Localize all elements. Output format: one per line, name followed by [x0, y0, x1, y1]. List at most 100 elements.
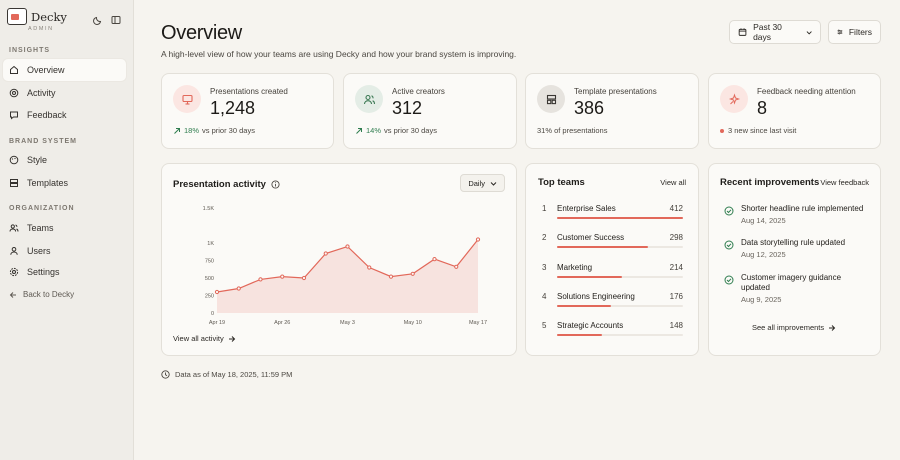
team-name: Enterprise Sales [557, 204, 616, 213]
team-name: Solutions Engineering [557, 291, 635, 301]
sidebar-item-label: Teams [27, 223, 54, 233]
chart-point [475, 237, 481, 242]
sidebar-item-label: Settings [27, 267, 60, 277]
team-row[interactable]: 1 Enterprise Sales 412 [537, 204, 683, 228]
chart-point [454, 264, 459, 269]
filter-icon [837, 29, 843, 35]
team-rank: 1 [542, 204, 547, 213]
sidebar-item-label: Templates [27, 178, 69, 188]
team-row[interactable]: 3 Marketing 214 [537, 263, 683, 287]
stat-card-presentations: Presentations created 1,248 18% vs prior… [161, 73, 334, 149]
footer-note-text: Data as of May 18, 2025, 11:59 PM [175, 370, 293, 379]
stat-change-value: 18% [184, 126, 200, 135]
stat-label: Template presentations [574, 87, 657, 96]
brand-subtitle: ADMIN [28, 26, 54, 32]
stat-card-creators: Active creators 312 14% vs prior 30 days [343, 73, 517, 149]
team-bar-track [557, 334, 683, 337]
date-range-label: Past 30 days [753, 22, 782, 42]
stat-note: 3 new since last visit [720, 126, 796, 135]
improvement-item[interactable]: Data storytelling rule updated Aug 12, 2… [724, 238, 874, 259]
team-name: Strategic Accounts [557, 321, 624, 331]
sidebar-item-settings[interactable]: Settings [3, 261, 126, 283]
team-bar [557, 275, 623, 278]
activity-title-wrap: Presentation activity [173, 179, 280, 190]
y-tick-label: 0 [211, 311, 214, 317]
filters-button[interactable]: Filters [828, 20, 881, 44]
activity-chart: 1.5K 1K 750 500 250 0 Apr 19 Apr 26 May 3 May 10 M… [203, 206, 487, 326]
clock-icon [161, 370, 170, 379]
y-tick-label: 250 [205, 294, 214, 300]
y-tick-label: 1K [207, 241, 214, 247]
section-label-brand-system: BRAND SYSTEM [9, 138, 78, 145]
sidebar-item-templates[interactable]: Templates [3, 172, 126, 194]
team-bar [557, 217, 683, 219]
improvement-item[interactable]: Shorter headline rule implemented Aug 14… [724, 204, 874, 225]
sidebar-item-users[interactable]: Users [3, 240, 126, 262]
top-teams-card: Top teams View all 1 Enterprise Sales 412 2… [525, 163, 699, 356]
team-bar-track [557, 275, 683, 278]
team-bar [557, 246, 649, 249]
view-feedback-link[interactable]: View feedback [820, 178, 869, 187]
chevron-down-icon [806, 30, 812, 35]
home-icon [10, 65, 18, 74]
sidebar-toggle-icon[interactable] [110, 14, 121, 25]
calendar-icon [738, 28, 747, 36]
view-all-activity-link[interactable]: View all activity [173, 334, 236, 343]
y-tick-label: 1.5K [203, 206, 215, 212]
sidebar-item-label: Users [27, 246, 51, 256]
stat-card-templates: Template presentations 386 31% of presen… [525, 73, 699, 149]
improvement-date: Aug 14, 2025 [741, 216, 786, 225]
sidebar-item-feedback[interactable]: Feedback [3, 104, 126, 126]
chart-point [323, 251, 328, 256]
sidebar-item-style[interactable]: Style [3, 149, 126, 171]
decky-logo-icon [7, 8, 27, 25]
back-to-decky-link[interactable]: Back to Decky [9, 290, 74, 299]
team-value: 298 [669, 233, 683, 243]
team-value: 214 [669, 262, 683, 272]
improvement-title: Customer imagery guidance updated [741, 273, 842, 292]
chart-point [301, 275, 307, 281]
section-label-organization: ORGANIZATION [9, 205, 75, 212]
data-freshness-note: Data as of May 18, 2025, 11:59 PM [161, 370, 292, 379]
trend-up-icon: 14% [355, 126, 381, 135]
stat-value: 8 [757, 98, 768, 118]
view-all-teams-link[interactable]: View all [660, 178, 686, 187]
check-circle-icon [724, 240, 734, 250]
alert-dot-icon [720, 128, 724, 133]
sidebar-item-activity[interactable]: Activity [3, 82, 126, 104]
granularity-select[interactable]: Daily [460, 174, 505, 192]
improvement-item[interactable]: Customer imagery guidance updated Aug 9,… [724, 273, 864, 304]
layout-icon [537, 85, 565, 113]
y-tick-label: 500 [205, 276, 214, 282]
check-circle-icon [724, 206, 734, 216]
team-row[interactable]: 4 Solutions Engineering 176 [537, 292, 683, 316]
info-icon[interactable] [271, 180, 280, 189]
sidebar: Decky ADMIN INSIGHTS Overview Activity F… [0, 0, 134, 460]
team-bar [557, 304, 611, 307]
stat-card-feedback: Feedback needing attention 8 3 new since… [708, 73, 881, 149]
sidebar-item-label: Activity [27, 88, 56, 98]
improvement-date: Aug 12, 2025 [741, 250, 786, 259]
brand-logo[interactable]: Decky [7, 8, 67, 25]
card-title: Recent improvements [720, 177, 820, 188]
improvements-card: Recent improvements View feedback Shorte… [708, 163, 881, 356]
stat-change-suffix: vs prior 30 days [384, 126, 437, 135]
team-value: 176 [669, 291, 683, 301]
date-range-button[interactable]: Past 30 days [729, 20, 821, 44]
y-tick-label: 750 [205, 259, 214, 265]
sidebar-item-overview[interactable]: Overview [3, 59, 126, 81]
link-label: View all activity [173, 334, 224, 343]
moon-icon[interactable] [92, 14, 103, 25]
arrow-left-icon [9, 291, 16, 298]
x-tick-label: Apr 19 [209, 320, 225, 326]
team-row[interactable]: 2 Customer Success 298 [537, 233, 683, 257]
see-all-improvements-link[interactable]: See all improvements [752, 323, 836, 332]
team-row[interactable]: 5 Strategic Accounts 148 [537, 321, 683, 345]
sidebar-item-label: Style [27, 155, 48, 165]
card-title: Top teams [538, 177, 585, 188]
trend-up-icon: 18% [173, 126, 199, 135]
team-rank: 4 [542, 291, 547, 301]
user-icon [10, 247, 18, 255]
sidebar-item-teams[interactable]: Teams [3, 217, 126, 239]
sidebar-item-label: Feedback [27, 110, 67, 120]
